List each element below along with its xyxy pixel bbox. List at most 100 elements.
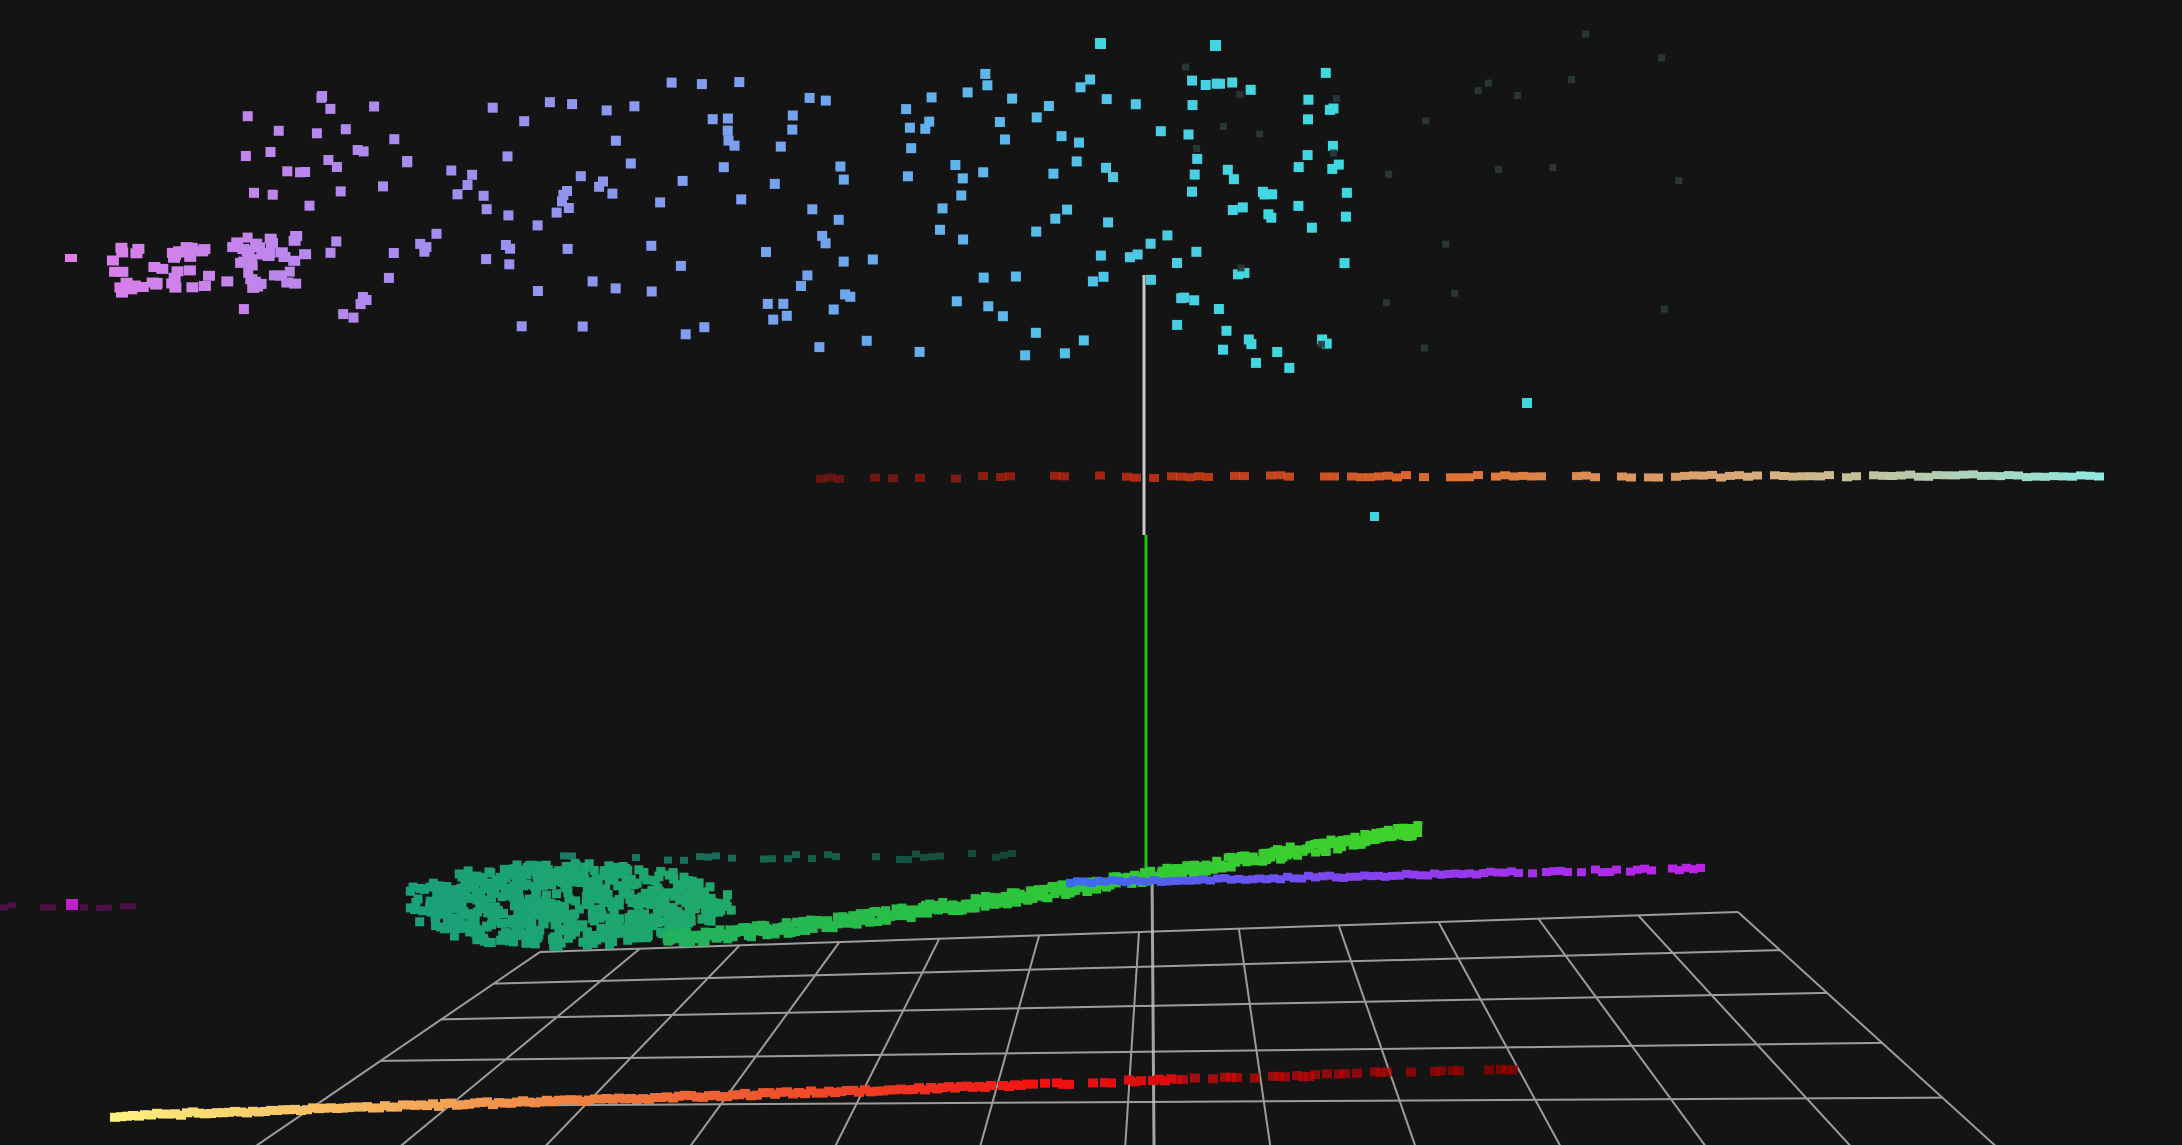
cloud-point xyxy=(1689,471,1699,480)
cloud-point xyxy=(890,1085,900,1095)
cloud-point xyxy=(1272,347,1283,357)
cloud-point xyxy=(168,272,181,283)
cloud-point xyxy=(656,1093,666,1102)
cloud-point xyxy=(1385,170,1393,178)
cloud-point xyxy=(639,892,649,902)
cloud-point xyxy=(547,880,557,890)
cloud-point xyxy=(1172,319,1183,330)
cloud-point xyxy=(606,913,615,923)
cloud-point xyxy=(914,1083,924,1093)
cloud-point xyxy=(556,938,566,948)
cloud-point xyxy=(601,105,612,116)
cloud-point xyxy=(467,919,477,929)
cloud-point xyxy=(1472,870,1481,879)
cloud-point xyxy=(585,893,595,903)
cloud-point xyxy=(273,125,284,136)
cloud-point xyxy=(902,1085,912,1095)
cloud-point xyxy=(1303,114,1313,125)
cloud-point xyxy=(722,113,733,124)
cloud-point xyxy=(1147,871,1157,880)
cloud-point xyxy=(1317,334,1328,345)
lower-violet-line xyxy=(1066,863,1705,887)
cloud-point xyxy=(1230,471,1240,480)
grid-line xyxy=(834,938,941,1145)
cloud-point xyxy=(762,298,773,309)
cloud-point xyxy=(780,923,790,932)
cloud-point xyxy=(1219,123,1227,130)
cloud-point xyxy=(680,329,691,340)
cloud-point xyxy=(398,1100,408,1110)
cloud-point xyxy=(535,925,545,935)
cloud-point xyxy=(106,255,119,266)
cloud-point xyxy=(1193,145,1201,152)
cloud-point xyxy=(681,898,691,908)
cloud-point xyxy=(242,111,253,122)
cloud-point xyxy=(1329,472,1339,481)
cloud-point xyxy=(120,277,133,288)
cloud-point xyxy=(592,884,602,894)
cloud-point xyxy=(700,937,710,946)
cloud-point xyxy=(1660,305,1668,313)
cloud-point xyxy=(120,903,128,910)
cloud-point xyxy=(1914,472,1924,481)
cloud-point xyxy=(1568,76,1576,84)
cloud-point xyxy=(1346,872,1355,881)
cloud-point xyxy=(598,885,608,895)
cloud-point xyxy=(884,1085,894,1095)
cloud-point xyxy=(248,1106,258,1116)
cloud-point xyxy=(350,1102,360,1112)
cloud-point xyxy=(1251,357,1261,368)
cloud-point xyxy=(1256,130,1264,138)
cloud-point xyxy=(590,1094,600,1104)
cloud-point xyxy=(613,881,623,891)
cloud-point xyxy=(383,272,394,283)
cloud-point xyxy=(705,931,715,940)
cloud-point xyxy=(716,1092,726,1102)
cloud-point xyxy=(1257,186,1268,197)
grid-line xyxy=(1124,931,1140,1145)
cloud-point xyxy=(876,908,885,917)
cloud-point xyxy=(629,101,640,112)
cloud-point xyxy=(463,866,473,876)
cloud-point xyxy=(575,171,586,182)
cloud-point xyxy=(428,878,438,888)
cloud-point xyxy=(623,879,633,888)
cloud-point xyxy=(378,181,388,192)
cloud-point xyxy=(1549,164,1557,172)
cloud-point xyxy=(506,1098,516,1108)
cloud-point xyxy=(910,905,920,914)
cloud-point xyxy=(558,189,569,200)
cloud-point xyxy=(1337,843,1347,852)
cloud-point xyxy=(676,929,686,937)
cloud-point xyxy=(935,224,945,235)
cloud-point xyxy=(794,1088,804,1097)
cloud-point xyxy=(1331,837,1341,846)
cloud-point xyxy=(1064,1079,1074,1089)
cloud-point xyxy=(668,868,678,878)
cloud-point xyxy=(1486,867,1495,876)
cloud-point xyxy=(1131,473,1141,482)
cloud-point xyxy=(1797,472,1807,481)
cloud-point xyxy=(516,321,527,332)
cloud-point xyxy=(1293,162,1304,173)
cloud-point xyxy=(1413,821,1423,830)
cloud-point xyxy=(1000,891,1010,900)
cloud-point xyxy=(499,909,508,918)
cloud-point xyxy=(340,124,351,135)
cloud-point xyxy=(505,932,515,942)
cloud-point xyxy=(1484,1065,1494,1075)
cloud-point xyxy=(598,176,608,187)
cloud-point xyxy=(755,926,765,935)
cloud-point xyxy=(548,1097,558,1107)
cloud-point xyxy=(978,272,989,283)
cloud-point xyxy=(704,1091,714,1101)
cloud-point xyxy=(1101,94,1112,105)
cloud-point xyxy=(1233,269,1243,280)
cloud-point xyxy=(169,282,182,293)
cloud-point xyxy=(1288,849,1297,858)
cloud-point xyxy=(1572,472,1582,481)
cloud-point xyxy=(1135,872,1145,881)
cloud-point xyxy=(425,896,435,906)
